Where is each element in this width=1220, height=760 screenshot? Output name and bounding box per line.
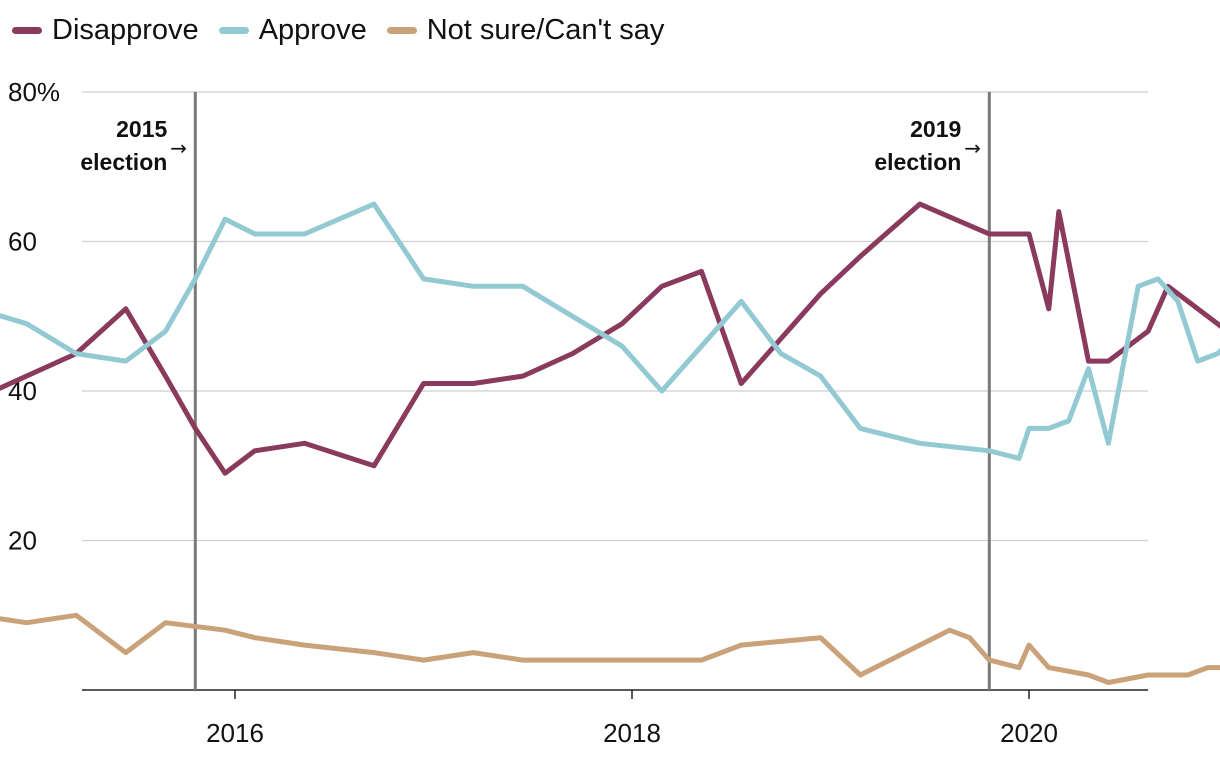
election-arrow-icon: →	[170, 136, 187, 160]
legend-swatch-not-sure	[386, 27, 417, 34]
series-line-2	[0, 612, 1220, 685]
y-tick-label: 60	[8, 227, 37, 257]
election-arrow-icon: →	[964, 136, 981, 160]
election-year-label: 2015	[116, 116, 167, 142]
legend-label-not-sure: Not sure/Can't say	[426, 14, 665, 46]
election-word-label: election	[80, 149, 167, 175]
legend-item-approve: Approve	[218, 14, 367, 47]
legend-label-approve: Approve	[258, 14, 367, 46]
legend-item-disapprove: Disapprove	[12, 14, 199, 47]
legend-swatch-approve	[218, 27, 249, 34]
legend-label-disapprove: Disapprove	[52, 14, 199, 46]
legend-item-not-sure: Not sure/Can't say	[386, 14, 665, 47]
x-tick-label: 2018	[603, 718, 661, 748]
election-word-label: election	[874, 149, 961, 175]
election-year-label: 2019	[910, 116, 961, 142]
x-tick-label: 2016	[206, 718, 264, 748]
series-line-1	[0, 201, 1220, 461]
series-line-0	[0, 201, 1220, 476]
x-tick-label: 2020	[1000, 718, 1058, 748]
legend: Disapprove Approve Not sure/Can't say	[12, 14, 684, 47]
legend-swatch-disapprove	[12, 27, 42, 34]
y-tick-label: 20	[8, 526, 37, 556]
y-tick-label: 80%	[8, 77, 60, 107]
